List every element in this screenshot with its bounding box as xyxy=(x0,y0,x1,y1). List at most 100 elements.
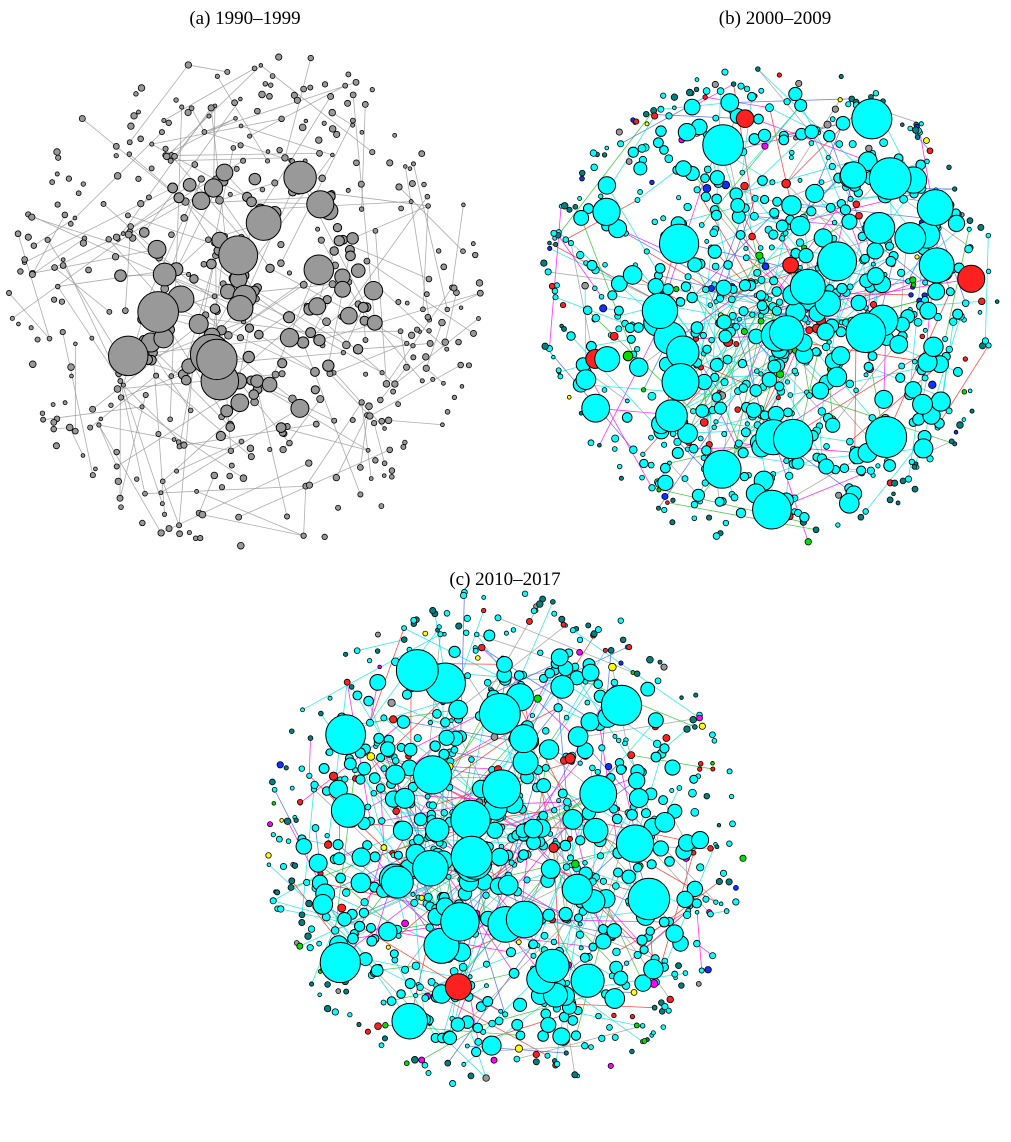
node xyxy=(476,289,484,297)
node xyxy=(677,423,698,444)
node xyxy=(787,392,794,398)
node xyxy=(350,263,366,278)
node xyxy=(483,678,492,687)
node xyxy=(352,344,364,355)
node xyxy=(268,82,274,88)
node xyxy=(561,873,593,905)
node xyxy=(401,689,413,700)
node xyxy=(293,96,301,104)
node xyxy=(305,899,313,908)
edge xyxy=(696,264,791,328)
node xyxy=(368,772,381,784)
node xyxy=(738,383,749,393)
node xyxy=(410,354,417,361)
node xyxy=(347,1012,353,1018)
edge xyxy=(54,267,110,313)
node xyxy=(345,250,356,262)
node xyxy=(279,862,288,870)
node xyxy=(298,123,307,132)
node xyxy=(378,1042,385,1049)
node xyxy=(789,149,795,156)
node xyxy=(28,213,36,221)
node xyxy=(337,911,352,927)
edge xyxy=(723,198,756,288)
node xyxy=(928,380,937,389)
edge xyxy=(548,271,656,287)
node xyxy=(947,214,966,233)
node xyxy=(776,72,782,78)
node xyxy=(726,840,733,847)
node xyxy=(676,195,682,201)
node xyxy=(247,133,253,139)
node xyxy=(448,699,469,720)
node xyxy=(651,112,659,120)
node xyxy=(377,664,382,670)
node xyxy=(332,839,344,851)
node xyxy=(912,358,918,365)
node xyxy=(307,735,314,741)
node xyxy=(588,1044,594,1050)
node xyxy=(191,161,199,168)
node xyxy=(634,197,641,203)
node xyxy=(669,519,676,526)
node xyxy=(609,331,619,341)
node xyxy=(636,934,648,946)
node xyxy=(904,475,913,483)
node xyxy=(658,916,670,928)
node xyxy=(393,850,403,860)
node xyxy=(716,294,724,303)
node xyxy=(264,158,271,164)
node xyxy=(570,1030,582,1041)
edge xyxy=(332,112,353,126)
node xyxy=(400,444,407,450)
node xyxy=(316,150,323,157)
node xyxy=(710,766,716,772)
node xyxy=(422,364,430,372)
node xyxy=(782,256,799,274)
node xyxy=(324,981,331,988)
node xyxy=(870,261,876,267)
node xyxy=(633,1022,640,1029)
node xyxy=(9,315,15,321)
edge xyxy=(832,336,903,426)
node xyxy=(250,374,264,388)
edge xyxy=(204,81,357,133)
node xyxy=(863,361,874,372)
node xyxy=(363,371,369,377)
node xyxy=(159,501,165,507)
node xyxy=(747,91,757,102)
node xyxy=(372,457,379,464)
node xyxy=(357,180,365,188)
node xyxy=(707,302,714,308)
node xyxy=(423,892,433,902)
node xyxy=(117,378,124,384)
node xyxy=(366,658,373,664)
node xyxy=(666,995,674,1004)
node xyxy=(310,780,319,790)
node xyxy=(358,399,365,406)
node xyxy=(602,262,608,268)
node xyxy=(547,240,552,246)
node xyxy=(396,989,406,999)
node xyxy=(595,1012,602,1020)
node xyxy=(811,381,830,400)
node xyxy=(558,615,566,623)
edge xyxy=(599,324,661,446)
edge xyxy=(144,485,306,495)
node xyxy=(366,752,376,761)
node xyxy=(907,125,913,132)
node xyxy=(369,87,375,93)
node xyxy=(619,636,627,644)
node xyxy=(711,424,717,430)
node xyxy=(550,674,575,699)
node xyxy=(728,793,735,800)
node xyxy=(180,214,188,222)
node xyxy=(781,178,791,189)
node xyxy=(768,315,805,351)
node xyxy=(598,744,606,752)
node xyxy=(863,372,869,378)
node xyxy=(482,960,490,968)
node xyxy=(904,381,922,399)
node xyxy=(677,123,697,142)
node xyxy=(596,852,605,860)
